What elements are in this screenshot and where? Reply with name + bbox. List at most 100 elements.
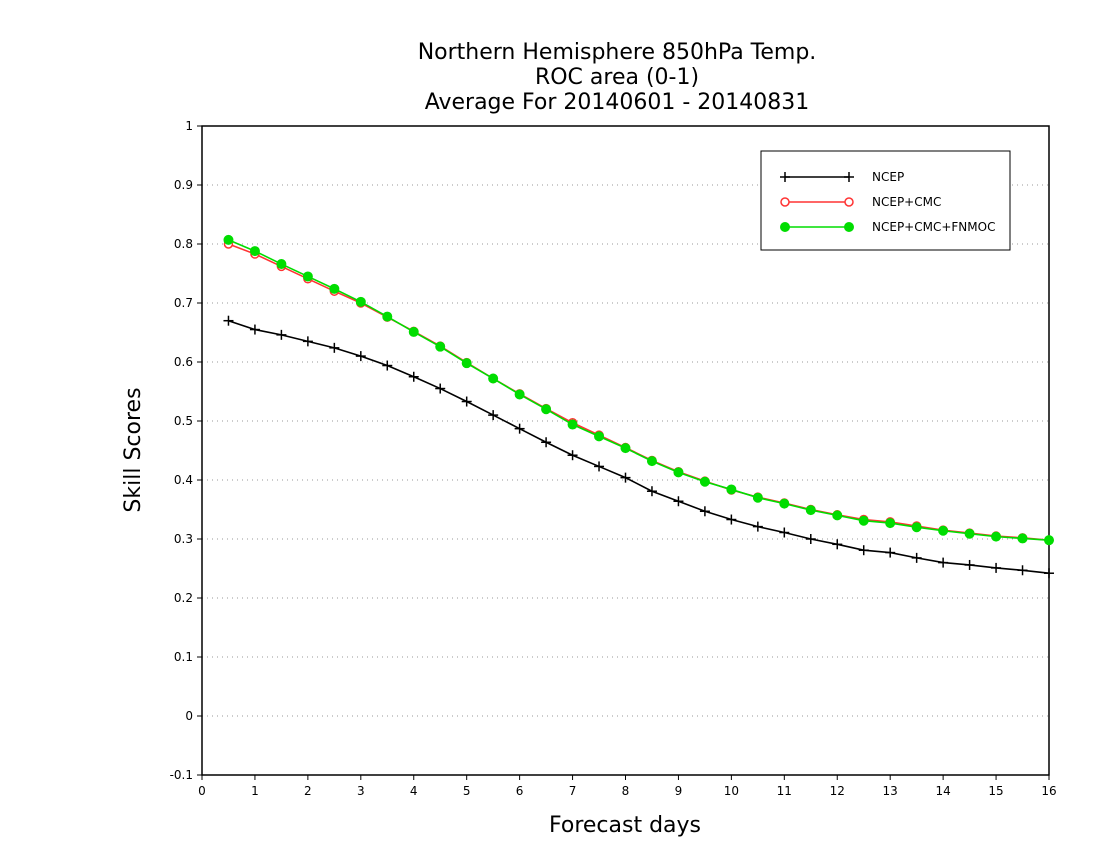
y-tick-label: 0.8 [174, 237, 193, 251]
data-point [382, 360, 393, 371]
data-point [276, 259, 287, 270]
legend-marker [780, 197, 790, 207]
data-point [594, 431, 605, 442]
series-ncep [223, 315, 1054, 579]
data-point [541, 437, 552, 448]
data-point [646, 486, 657, 497]
data-point [752, 492, 763, 503]
data-point [885, 518, 896, 529]
data-point [302, 336, 313, 347]
data-point [938, 557, 949, 568]
data-point [461, 396, 472, 407]
data-point [408, 371, 419, 382]
data-point [276, 329, 287, 340]
data-point [329, 342, 340, 353]
data-point [1044, 568, 1054, 579]
data-point [964, 559, 975, 570]
data-point [779, 498, 790, 509]
title-line-3: Average For 20140601 - 20140831 [425, 90, 810, 115]
legend-label: NCEP [872, 170, 904, 184]
legend-marker [844, 197, 854, 207]
data-point [223, 234, 234, 245]
series-line [228, 319, 1050, 575]
x-tick-label: 5 [463, 784, 471, 798]
y-tick-label: 0.4 [174, 473, 193, 487]
y-tick-label: 0.6 [174, 355, 193, 369]
data-point [726, 484, 737, 495]
legend-marker [780, 222, 790, 232]
data-point [461, 358, 472, 369]
legend-label: NCEP+CMC [872, 195, 941, 209]
data-point [329, 283, 340, 294]
y-tick-label: 0.5 [174, 414, 193, 428]
legend-marker [844, 172, 854, 182]
legend-item: NCEP+CMC [780, 195, 941, 209]
y-tick-label: 0.3 [174, 532, 193, 546]
data-point [249, 324, 260, 335]
y-axis-label: Skill Scores [121, 387, 146, 512]
data-point [382, 311, 393, 322]
y-tick-label: 0.2 [174, 591, 193, 605]
y-tick-label: 0.7 [174, 296, 193, 310]
data-point [514, 389, 525, 400]
legend-label: NCEP+CMC+FNMOC [872, 220, 995, 234]
x-tick-label: 8 [622, 784, 630, 798]
data-point [752, 521, 763, 532]
data-point [699, 506, 710, 517]
data-point [514, 423, 525, 434]
data-point [938, 525, 949, 536]
series-lines [223, 234, 1054, 579]
data-point [1017, 533, 1028, 544]
x-tick-label: 12 [830, 784, 845, 798]
legend-marker [844, 222, 854, 232]
title-line-1: Northern Hemisphere 850hPa Temp. [418, 40, 817, 65]
legend-marker [780, 172, 790, 182]
y-tick-label: 0 [185, 709, 193, 723]
x-tick-label: 0 [198, 784, 206, 798]
data-point [885, 547, 896, 558]
series-line [228, 243, 1050, 541]
data-point [991, 562, 1002, 573]
data-point [567, 419, 578, 430]
x-tick-label: 13 [883, 784, 898, 798]
x-tick-label: 14 [935, 784, 950, 798]
data-point [911, 552, 922, 563]
data-point [1044, 535, 1054, 546]
y-tick-label: 0.1 [174, 650, 193, 664]
data-point [620, 472, 631, 483]
y-tick-label: 1 [185, 119, 193, 133]
x-tick-label: 10 [724, 784, 739, 798]
series-ncep-cmc [223, 239, 1054, 545]
data-point [620, 443, 631, 454]
data-point [488, 410, 499, 421]
data-point [858, 515, 869, 526]
data-point [408, 326, 419, 337]
legend: NCEP NCEP+CMC NCEP+CMC+FNMOC [760, 150, 1011, 251]
x-axis-label: Forecast days [549, 813, 701, 838]
title-line-2: ROC area (0-1) [535, 65, 699, 90]
series-line [228, 239, 1050, 541]
data-point [223, 315, 234, 326]
data-point [355, 296, 366, 307]
data-point [805, 505, 816, 516]
y-tick-label: -0.1 [170, 768, 193, 782]
data-point [567, 450, 578, 461]
data-point [646, 456, 657, 467]
data-point [302, 271, 313, 282]
data-point [435, 341, 446, 352]
x-tick-label: 2 [304, 784, 312, 798]
data-point [726, 514, 737, 525]
data-point [964, 528, 975, 539]
data-point [488, 373, 499, 384]
data-point [435, 383, 446, 394]
legend-item: NCEP+CMC+FNMOC [780, 220, 995, 234]
x-tick-label: 9 [675, 784, 683, 798]
data-point [1017, 565, 1028, 576]
x-tick-label: 1 [251, 784, 259, 798]
x-tick-label: 7 [569, 784, 577, 798]
data-point [594, 461, 605, 472]
x-tick-label: 3 [357, 784, 365, 798]
chart-title: Northern Hemisphere 850hPa Temp.ROC area… [418, 40, 817, 115]
data-point [779, 527, 790, 538]
